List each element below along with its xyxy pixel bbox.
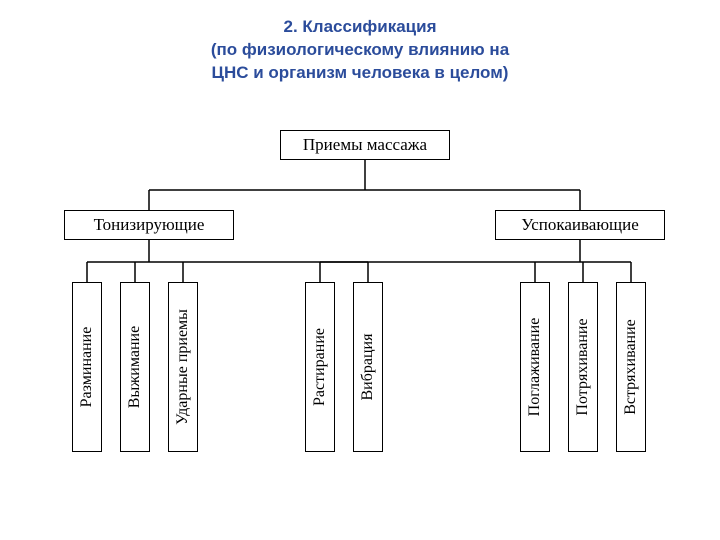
leaf-udarnye: Ударные приемы [168, 282, 198, 452]
node-root-label: Приемы массажа [303, 135, 427, 155]
node-tonic: Тонизирующие [64, 210, 234, 240]
title-line-3: ЦНС и организм человека в целом) [212, 63, 509, 82]
leaf-vyzhimanie-label: Выжимание [126, 326, 144, 408]
leaf-poglazhivanie-label: Поглаживание [526, 318, 544, 417]
title-line-1: 2. Классификация [284, 17, 437, 36]
leaf-vibracia: Вибрация [353, 282, 383, 452]
node-root: Приемы массажа [280, 130, 450, 160]
page-title: 2. Классификация (по физиологическому вл… [0, 16, 720, 85]
title-line-2: (по физиологическому влиянию на [211, 40, 509, 59]
leaf-razminanie: Разминание [72, 282, 102, 452]
leaf-rastiranie-label: Растирание [311, 328, 329, 406]
leaf-rastiranie: Растирание [305, 282, 335, 452]
leaf-vyzhimanie: Выжимание [120, 282, 150, 452]
leaf-razminanie-label: Разминание [78, 327, 96, 408]
leaf-poglazhivanie: Поглаживание [520, 282, 550, 452]
leaf-potryahivanie: Потряхивание [568, 282, 598, 452]
leaf-vstryahivanie-label: Встряхивание [622, 319, 640, 415]
node-tonic-label: Тонизирующие [94, 215, 205, 235]
leaf-vstryahivanie: Встряхивание [616, 282, 646, 452]
diagram-canvas: 2. Классификация (по физиологическому вл… [0, 0, 720, 540]
leaf-udarnye-label: Ударные приемы [174, 309, 192, 425]
leaf-potryahivanie-label: Потряхивание [574, 318, 592, 415]
leaf-vibracia-label: Вибрация [359, 334, 377, 401]
node-calming: Успокаивающие [495, 210, 665, 240]
node-calming-label: Успокаивающие [521, 215, 639, 235]
